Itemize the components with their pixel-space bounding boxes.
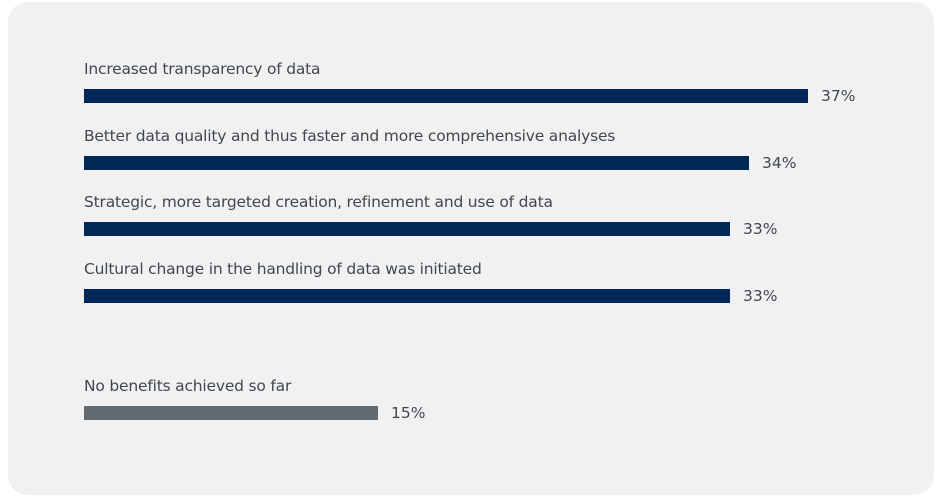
bar xyxy=(84,406,378,420)
bar-value-label: 15% xyxy=(391,404,426,422)
bar-label: Better data quality and thus faster and … xyxy=(84,127,616,145)
bar xyxy=(84,156,749,170)
bar-value-label: 34% xyxy=(762,154,797,172)
bar-label: Strategic, more targeted creation, refin… xyxy=(84,193,553,211)
bar-label: Cultural change in the handling of data … xyxy=(84,260,482,278)
bar-label: Increased transparency of data xyxy=(84,60,321,78)
bar-value-label: 33% xyxy=(743,287,778,305)
bar xyxy=(84,289,730,303)
bar xyxy=(84,222,730,236)
bar-label: No benefits achieved so far xyxy=(84,377,292,395)
bar-value-label: 33% xyxy=(743,220,778,238)
bar-value-label: 37% xyxy=(821,87,856,105)
bar xyxy=(84,89,808,103)
